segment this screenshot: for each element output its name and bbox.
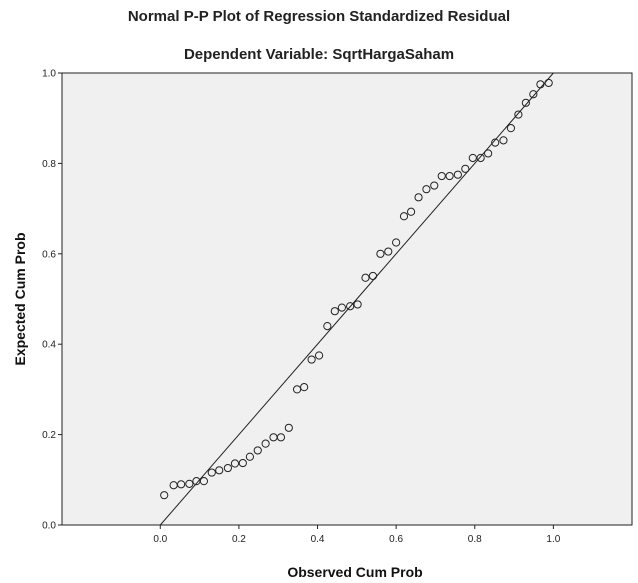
reference-line: [159, 72, 554, 526]
y-tick-label: 0.2: [42, 430, 56, 441]
data-point: [323, 322, 332, 331]
data-points: [160, 78, 553, 500]
data-point: [215, 466, 224, 475]
data-point: [499, 136, 508, 145]
data-point: [361, 273, 370, 282]
data-point: [529, 90, 538, 99]
chart-title: Normal P-P Plot of Regression Standardiz…: [127, 8, 511, 25]
data-point: [376, 249, 385, 258]
y-tick-label: 1.0: [42, 69, 56, 80]
y-tick-label: 0.0: [42, 521, 56, 532]
x-tick-label: 0.0: [153, 534, 167, 545]
y-tick-label: 0.8: [42, 159, 56, 170]
data-point: [223, 463, 232, 473]
data-point: [384, 247, 393, 256]
data-point: [392, 238, 401, 247]
data-point: [177, 480, 186, 489]
y-tick-label: 0.6: [42, 249, 56, 260]
data-point: [245, 452, 255, 461]
data-point: [476, 153, 485, 163]
data-point: [261, 439, 270, 448]
data-point: [445, 171, 454, 181]
data-point: [314, 351, 324, 360]
y-tick-label: 0.4: [42, 340, 56, 351]
data-point: [353, 300, 362, 309]
data-point: [544, 78, 553, 88]
data-point: [406, 207, 416, 216]
data-point: [284, 423, 293, 432]
data-point: [160, 491, 169, 500]
data-point: [414, 193, 423, 202]
x-tick-label: 0.4: [311, 534, 325, 545]
data-point: [185, 479, 194, 488]
data-point: [276, 433, 286, 442]
x-tick-label: 0.6: [389, 534, 403, 545]
x-axis-label: Observed Cum Prob: [287, 564, 422, 580]
data-point: [346, 302, 355, 311]
data-point: [491, 138, 500, 147]
data-point: [337, 303, 346, 312]
data-point: [230, 459, 240, 468]
data-point: [468, 153, 477, 163]
data-point: [307, 355, 316, 364]
data-point: [422, 185, 431, 194]
data-point: [506, 124, 516, 133]
data-point: [521, 98, 530, 107]
data-point: [453, 170, 462, 179]
data-point: [330, 307, 339, 316]
x-tick-label: 0.8: [468, 534, 482, 545]
data-point: [536, 80, 545, 89]
plot-area: [61, 72, 633, 526]
data-point: [399, 212, 409, 221]
data-point: [368, 271, 378, 281]
axis-ticks: 0.0 0.2 0.4 0.6 0.8 1.0 0.0 0.2 0.4 0.6 0.8 1.0: [42, 69, 561, 546]
data-point: [253, 446, 262, 455]
data-point: [300, 383, 309, 392]
y-axis-label: Expected Cum Prob: [12, 232, 28, 365]
data-point: [437, 171, 446, 181]
data-point: [199, 477, 209, 486]
data-point: [207, 468, 216, 477]
data-point: [514, 110, 523, 119]
chart-subtitle: Dependent Variable: SqrtHargaSaham: [183, 46, 455, 63]
data-point: [461, 164, 470, 173]
x-tick-label: 0.2: [232, 534, 246, 545]
data-point: [292, 385, 302, 394]
x-tick-label: 1.0: [546, 534, 560, 545]
data-point: [238, 458, 247, 468]
data-point: [484, 149, 493, 158]
data-point: [430, 181, 439, 190]
